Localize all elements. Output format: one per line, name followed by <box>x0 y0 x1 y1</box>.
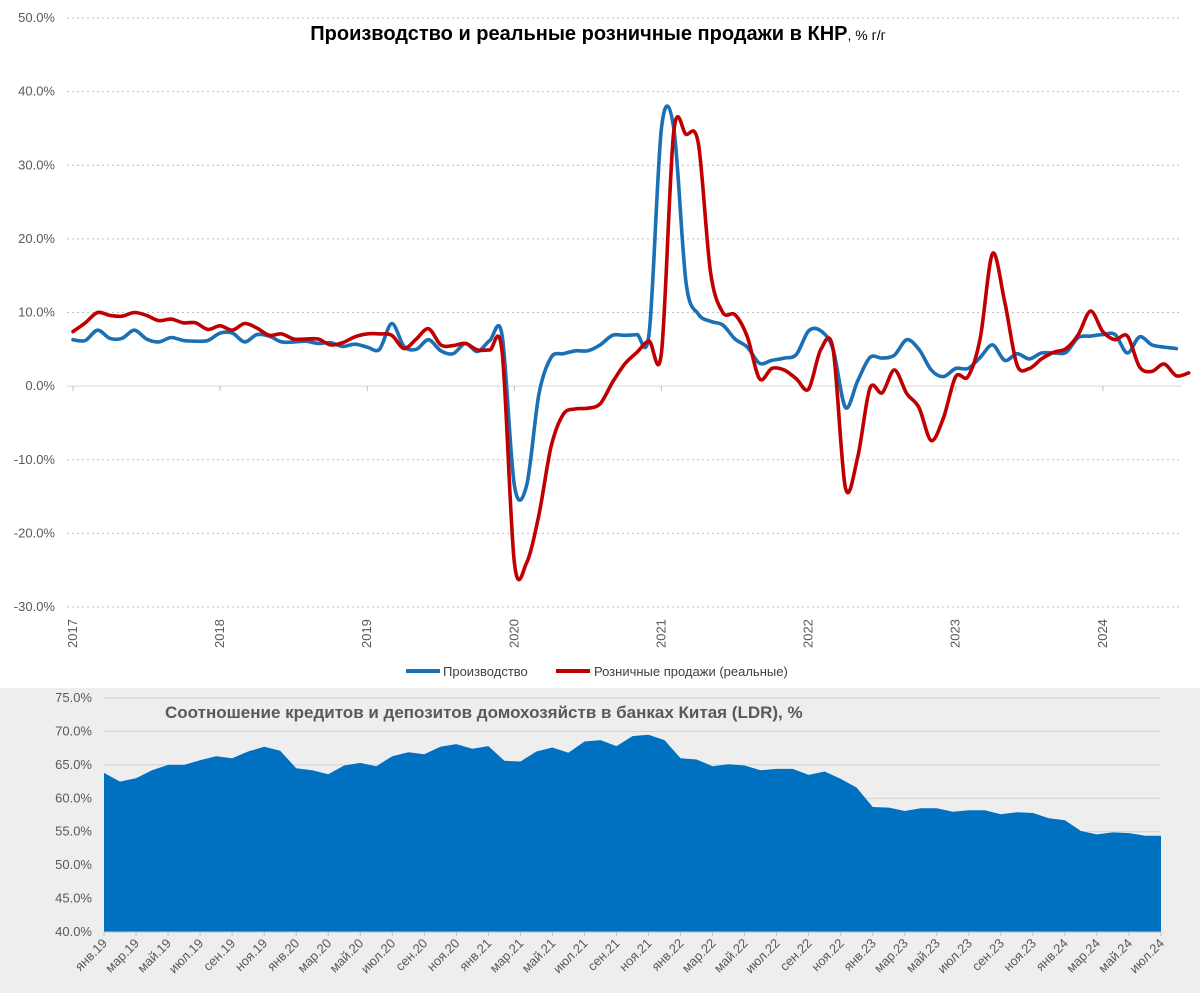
chart2-x-tick-label: май.21 <box>519 936 559 976</box>
chart2-x-tick-label: май.22 <box>711 936 751 976</box>
chart1-y-tick-label: 40.0% <box>18 84 55 99</box>
chart2-x-tick-label: ноя.19 <box>232 936 271 975</box>
chart2-x-tick-label: сен.23 <box>969 936 1007 974</box>
chart2-x-tick-label: мар.19 <box>102 936 142 976</box>
chart1-series <box>71 104 1191 582</box>
ldr-area <box>104 734 1161 932</box>
chart2-x-tick-label: мар.23 <box>871 936 911 976</box>
legend-label-production: Производство <box>443 664 528 679</box>
chart2-x-tick-label: мар.24 <box>1063 936 1103 976</box>
ldr-chart: 75.0% 70.0% 65.0% 60.0% 55.0% 50.0% 45.0% 40.0%… <box>0 688 1200 993</box>
chart1-x-tick-label: 2021 <box>653 619 668 648</box>
chart1-y-tick-label: 30.0% <box>18 157 55 172</box>
chart2-x-tick-label: июл.23 <box>934 936 975 977</box>
chart1-y-tick-label: 0.0% <box>25 378 55 393</box>
chart2-y-tick-label: 40.0% <box>55 924 92 939</box>
chart1-legend: Производство Розничные продажи (реальные… <box>406 664 788 679</box>
chart2-x-tick-label: май.24 <box>1095 936 1135 976</box>
chart2-title: Соотношение кредитов и депозитов домохоз… <box>165 703 803 722</box>
chart2-x-tick-label: сен.22 <box>777 936 815 974</box>
chart1-x-tick-label: 2024 <box>1095 619 1110 648</box>
chart2-x-axis: янв.19мар.19май.19июл.19сен.19ноя.19янв.… <box>72 931 1168 977</box>
chart2-x-tick-label: июл.19 <box>166 936 207 977</box>
production-retail-chart: 50.0% 40.0% 30.0% 20.0% 10.0% 0.0% -10.0% -20.0… <box>13 10 1191 679</box>
chart2-x-tick-label: ноя.23 <box>1000 936 1039 975</box>
chart1-y-tick-label: 50.0% <box>18 10 55 25</box>
chart2-x-tick-label: июл.22 <box>742 936 783 977</box>
chart1-y-tick-label: -30.0% <box>14 599 56 614</box>
chart1-x-tick-label: 2023 <box>948 619 963 648</box>
chart2-y-tick-label: 55.0% <box>55 824 92 839</box>
chart2-y-tick-label: 70.0% <box>55 723 92 738</box>
chart2-x-tick-label: сен.19 <box>200 936 238 974</box>
chart2-x-tick-label: сен.20 <box>392 936 430 974</box>
chart1-title: Производство и реальные розничные продаж… <box>310 23 885 45</box>
chart1-gridlines <box>67 17 1182 608</box>
chart1-x-axis: 2017 2018 2019 2020 2021 2022 2023 2024 <box>65 385 1182 648</box>
chart2-x-tick-label: май.19 <box>134 936 174 976</box>
chart2-y-tick-label: 45.0% <box>55 891 92 906</box>
chart1-y-axis: 50.0% 40.0% 30.0% 20.0% 10.0% 0.0% -10.0% -20.0… <box>14 10 56 614</box>
chart2-x-tick-label: июл.20 <box>358 936 399 977</box>
chart2-y-axis: 75.0% 70.0% 65.0% 60.0% 55.0% 50.0% 45.0% 40.0% <box>55 690 92 939</box>
chart2-y-tick-label: 75.0% <box>55 690 92 705</box>
chart1-y-tick-label: -10.0% <box>14 452 56 467</box>
chart2-y-tick-label: 65.0% <box>55 757 92 772</box>
chart2-x-tick-label: май.23 <box>903 936 943 976</box>
chart1-y-tick-label: -20.0% <box>14 525 56 540</box>
chart2-x-tick-label: мар.20 <box>294 936 334 976</box>
chart2-x-tick-label: мар.22 <box>679 936 719 976</box>
series-line-production <box>71 104 1179 502</box>
chart1-x-tick-label: 2019 <box>359 619 374 648</box>
chart1-x-tick-label: 2022 <box>801 619 816 648</box>
chart2-x-tick-label: ноя.22 <box>808 936 847 975</box>
chart1-y-tick-label: 10.0% <box>18 305 55 320</box>
chart2-x-tick-label: мар.21 <box>487 936 527 976</box>
chart2-x-tick-label: сен.21 <box>584 936 622 974</box>
chart2-x-tick-label: ноя.21 <box>616 936 655 975</box>
chart2-x-tick-label: июл.21 <box>550 936 591 977</box>
ldr-chart-svg: 75.0% 70.0% 65.0% 60.0% 55.0% 50.0% 45.0% 40.0%… <box>55 690 1168 977</box>
chart2-series <box>104 734 1161 932</box>
chart2-x-tick-label: май.20 <box>326 936 366 976</box>
chart2-x-tick-label: июл.24 <box>1127 936 1168 977</box>
legend-label-retail-sales: Розничные продажи (реальные) <box>594 664 788 679</box>
chart2-x-tick-label: ноя.20 <box>424 936 463 975</box>
chart2-y-tick-label: 50.0% <box>55 857 92 872</box>
chart2-y-tick-label: 60.0% <box>55 790 92 805</box>
chart1-x-tick-label: 2018 <box>212 619 227 648</box>
chart1-x-tick-label: 2017 <box>65 619 80 648</box>
production-retail-chart-svg: 50.0% 40.0% 30.0% 20.0% 10.0% 0.0% -10.0% -20.0… <box>14 10 1191 679</box>
series-line-retail-sales <box>71 114 1191 582</box>
chart1-y-tick-label: 20.0% <box>18 231 55 246</box>
chart1-x-tick-label: 2020 <box>506 619 521 648</box>
